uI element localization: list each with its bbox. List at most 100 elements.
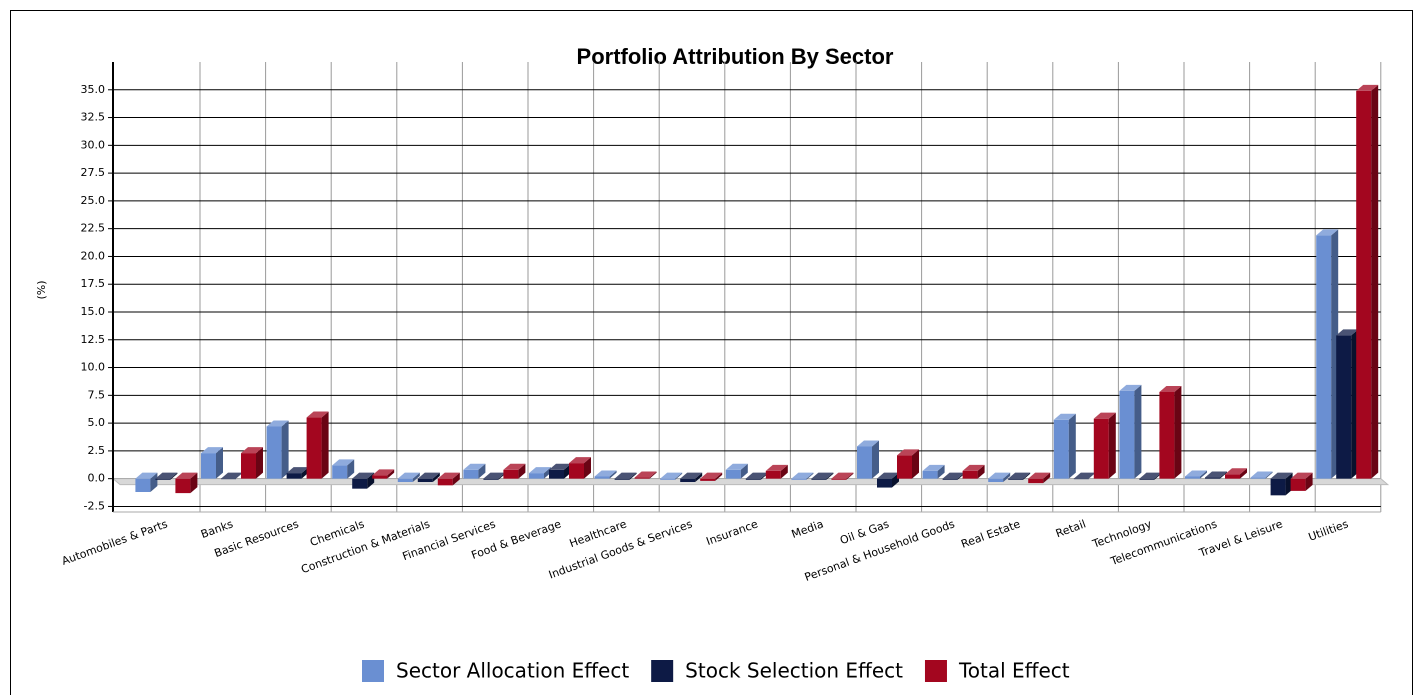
bar-top [155, 472, 178, 479]
bar [503, 463, 526, 479]
bar-top [614, 472, 637, 479]
bar-top [529, 467, 551, 474]
bar [529, 467, 551, 479]
bar [437, 472, 460, 486]
bar [922, 464, 945, 479]
y-axis-label: (%) [35, 280, 48, 299]
legend-label: Total Effect [958, 659, 1070, 683]
bar-top [175, 472, 198, 479]
x-tick-label: Retail [1054, 517, 1088, 540]
bar-top [680, 472, 703, 479]
legend-swatch [924, 660, 947, 682]
bar-front [725, 469, 741, 479]
bar-front [660, 478, 676, 480]
bar [725, 463, 748, 479]
bar [877, 472, 899, 488]
bar-top [877, 472, 899, 479]
bar [831, 472, 854, 480]
bar-side [1240, 468, 1247, 479]
bar-top [241, 447, 263, 454]
bar-top [266, 420, 289, 427]
x-tick-label: Real Estate [959, 517, 1022, 551]
bar-side [190, 472, 198, 494]
bar-front [175, 478, 191, 494]
bar-front [614, 478, 630, 480]
bar-side [609, 470, 617, 479]
y-tick-label: -2.5 [84, 499, 105, 512]
legend-label: Sector Allocation Effect [396, 659, 629, 683]
bar-front [897, 455, 912, 479]
bar [1028, 472, 1051, 484]
bar-side [452, 472, 460, 486]
bar-top [483, 472, 506, 479]
bar-front [700, 478, 716, 481]
bar-side [1220, 471, 1227, 479]
bar-side [478, 463, 486, 479]
y-tick-label: 27.5 [81, 166, 106, 179]
bar [962, 464, 985, 479]
bar-front [1205, 477, 1220, 479]
bar-top [962, 464, 985, 471]
bar-front [634, 477, 650, 479]
x-tick-label: Media [790, 517, 826, 541]
bar [897, 449, 919, 479]
bar-side [1174, 386, 1182, 479]
bar-top [745, 472, 768, 479]
y-tick-label: 7.5 [88, 388, 106, 401]
bar [352, 472, 375, 489]
legend-label: Stock Selection Effect [685, 659, 903, 683]
y-tick-label: 15.0 [81, 305, 106, 318]
bar-top [791, 472, 814, 479]
y-tick-label: 25.0 [81, 194, 106, 207]
bar [201, 447, 223, 479]
bar [155, 472, 178, 480]
y-tick-label: 2.5 [88, 444, 106, 457]
bar-front [483, 478, 499, 480]
y-tick-label: 12.5 [81, 333, 106, 346]
bar-side [1134, 384, 1142, 479]
bar-side [1003, 472, 1011, 482]
bar [1185, 470, 1207, 479]
bar-side [150, 472, 158, 492]
bar [1270, 472, 1293, 496]
bar-top [1073, 472, 1096, 479]
bar [1205, 471, 1227, 479]
bar [372, 469, 395, 479]
bar-front [988, 478, 1004, 482]
bar [1159, 386, 1182, 479]
bar-top [352, 472, 375, 479]
bar [135, 472, 158, 492]
bar [680, 472, 703, 482]
bar [1250, 471, 1273, 479]
bar [700, 472, 723, 481]
y-tick-label: 22.5 [81, 222, 106, 235]
bar [614, 472, 637, 480]
bar-side [1305, 472, 1313, 491]
bar-top [725, 463, 748, 470]
bar [1290, 472, 1313, 491]
bar-top [306, 411, 329, 418]
x-tick-label: Utilities [1307, 517, 1351, 543]
bar-front [135, 478, 151, 492]
bar-front [503, 469, 519, 479]
bar [306, 411, 329, 479]
y-tick-label: 0.0 [88, 472, 106, 485]
bar-top [1119, 384, 1142, 391]
bar-top [634, 471, 657, 478]
bar-side [872, 440, 879, 479]
bar-front [791, 478, 807, 480]
bar-front [529, 473, 544, 479]
bar [1053, 413, 1076, 479]
bar-side [780, 464, 788, 479]
y-tick-label: 17.5 [81, 277, 106, 290]
bar [1119, 384, 1142, 479]
bar-top [1028, 472, 1051, 479]
bar-side [715, 472, 723, 481]
bar-side [1371, 84, 1379, 479]
bar-side [412, 472, 420, 482]
bar-front [594, 476, 610, 479]
bar-front [877, 478, 892, 488]
bar-top [1008, 472, 1031, 479]
